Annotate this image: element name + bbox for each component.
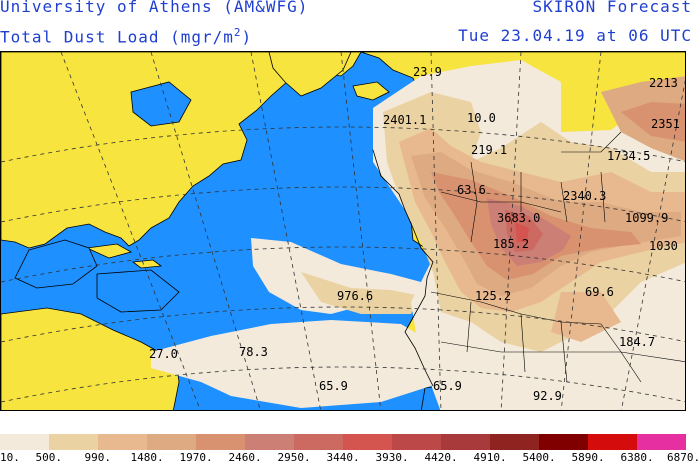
legend-swatch	[196, 434, 245, 450]
coast-west-africa	[404, 277, 434, 387]
grid-parallel	[1, 126, 685, 163]
border-lines-africa	[430, 291, 685, 383]
legend-swatch	[0, 434, 49, 450]
legend-tick-label: 3930.	[375, 451, 409, 464]
institution-label: University of Athens (AM&WFG)	[0, 0, 309, 16]
coastlines	[372, 149, 434, 387]
legend-tick-label: 6870.	[667, 451, 700, 464]
map-value: 65.9	[433, 379, 462, 393]
hudson-bay	[130, 81, 192, 127]
legend-swatch	[98, 434, 147, 450]
field-unit-exponent: 2	[233, 26, 242, 39]
map-value: 10.0	[467, 111, 496, 125]
grid-parallel	[1, 366, 685, 403]
map-value: 2340.3	[563, 189, 606, 203]
legend-swatch	[147, 434, 196, 450]
grid-parallel	[1, 246, 685, 283]
legend-tick-label: 5890.	[571, 451, 605, 464]
valid-time-label: Tue 23.04.19 at 06 UTC	[458, 26, 692, 45]
borders	[430, 131, 685, 383]
map-value: 125.2	[475, 289, 511, 303]
legend-swatch	[441, 434, 490, 450]
field-title-close: )	[241, 27, 253, 47]
iceland	[352, 81, 390, 101]
legend-swatch	[490, 434, 539, 450]
map-canvas: 23.9 2213 2401.1 10.0 2351 219.1 1734.5 …	[1, 52, 685, 410]
grid-parallel	[1, 306, 685, 343]
grid-meridian	[250, 52, 322, 410]
lat-lon-grid	[1, 52, 685, 410]
legend-swatch	[588, 434, 637, 450]
dust-map: 23.9 2213 2401.1 10.0 2351 219.1 1734.5 …	[0, 51, 686, 411]
color-scale-bar	[0, 434, 686, 450]
legend-swatch	[637, 434, 686, 450]
map-value: 976.6	[337, 289, 373, 303]
grid-meridian	[60, 52, 201, 410]
dust-value-labels: 23.9 2213 2401.1 10.0 2351 219.1 1734.5 …	[149, 65, 680, 403]
map-value: 69.6	[585, 285, 614, 299]
legend-swatch	[392, 434, 441, 450]
map-value: 2401.1	[383, 113, 426, 127]
field-title: Total Dust Load (mgr/m2)	[0, 26, 252, 46]
color-scale-labels: 10. 500. 990. 1480. 1970. 2460. 2950. 3440. 3930…	[0, 451, 700, 464]
grid-meridian	[620, 80, 685, 410]
legend-tick-label: 1970.	[179, 451, 213, 464]
dust-east-core	[621, 102, 685, 142]
legend-tick-label: 10.	[0, 451, 20, 464]
greenland	[268, 52, 352, 97]
dust-plumes	[151, 60, 685, 410]
map-value: 2351	[651, 117, 680, 131]
legend-swatch	[245, 434, 294, 450]
legend-swatch	[294, 434, 343, 450]
map-value: 184.7	[619, 335, 655, 349]
hispaniola	[131, 259, 163, 269]
coast-europe-north	[372, 149, 406, 211]
legend-swatch	[49, 434, 98, 450]
legend-tick-label: 990.	[84, 451, 112, 464]
map-value: 3683.0	[497, 211, 540, 225]
legend-tick-label: 4420.	[424, 451, 458, 464]
map-value: 1030	[649, 239, 678, 253]
grid-meridian	[150, 52, 261, 410]
coast-iberia	[404, 209, 434, 279]
forecast-label: SKIRON Forecast	[532, 0, 692, 16]
map-value: 1099.9	[625, 211, 668, 225]
field-title-text: Total Dust Load (mgr/m	[0, 27, 234, 47]
caribbean-sea	[96, 269, 180, 313]
legend-tick-label: 1480.	[130, 451, 164, 464]
legend-tick-label: 2950.	[277, 451, 311, 464]
dust-south-atlantic	[151, 320, 431, 408]
legend-tick-label: 3440.	[326, 451, 360, 464]
map-value: 185.2	[493, 237, 529, 251]
map-value: 2213	[649, 76, 678, 90]
map-value: 219.1	[471, 143, 507, 157]
map-value: 65.9	[319, 379, 348, 393]
map-value: 23.9	[413, 65, 442, 79]
dust-west-africa-band	[301, 272, 421, 314]
map-value: 27.0	[149, 347, 178, 361]
map-value: 1734.5	[607, 149, 650, 163]
map-value: 92.9	[533, 389, 562, 403]
dust-europe-core6	[515, 222, 529, 242]
grid-parallel	[1, 186, 685, 223]
gulf-of-mexico	[14, 239, 98, 289]
caribbean-islands	[85, 243, 133, 259]
map-value: 63.6	[457, 183, 486, 197]
legend-tick-label: 5400.	[522, 451, 556, 464]
border-lines-europe	[440, 131, 622, 243]
legend-tick-label: 2460.	[228, 451, 262, 464]
legend-tick-label: 6380.	[620, 451, 654, 464]
legend-swatch	[343, 434, 392, 450]
map-value: 78.3	[239, 345, 268, 359]
legend-swatch	[539, 434, 588, 450]
legend-tick-label: 500.	[35, 451, 63, 464]
dust-sahara-south	[551, 292, 621, 342]
legend-tick-label: 4910.	[473, 451, 507, 464]
